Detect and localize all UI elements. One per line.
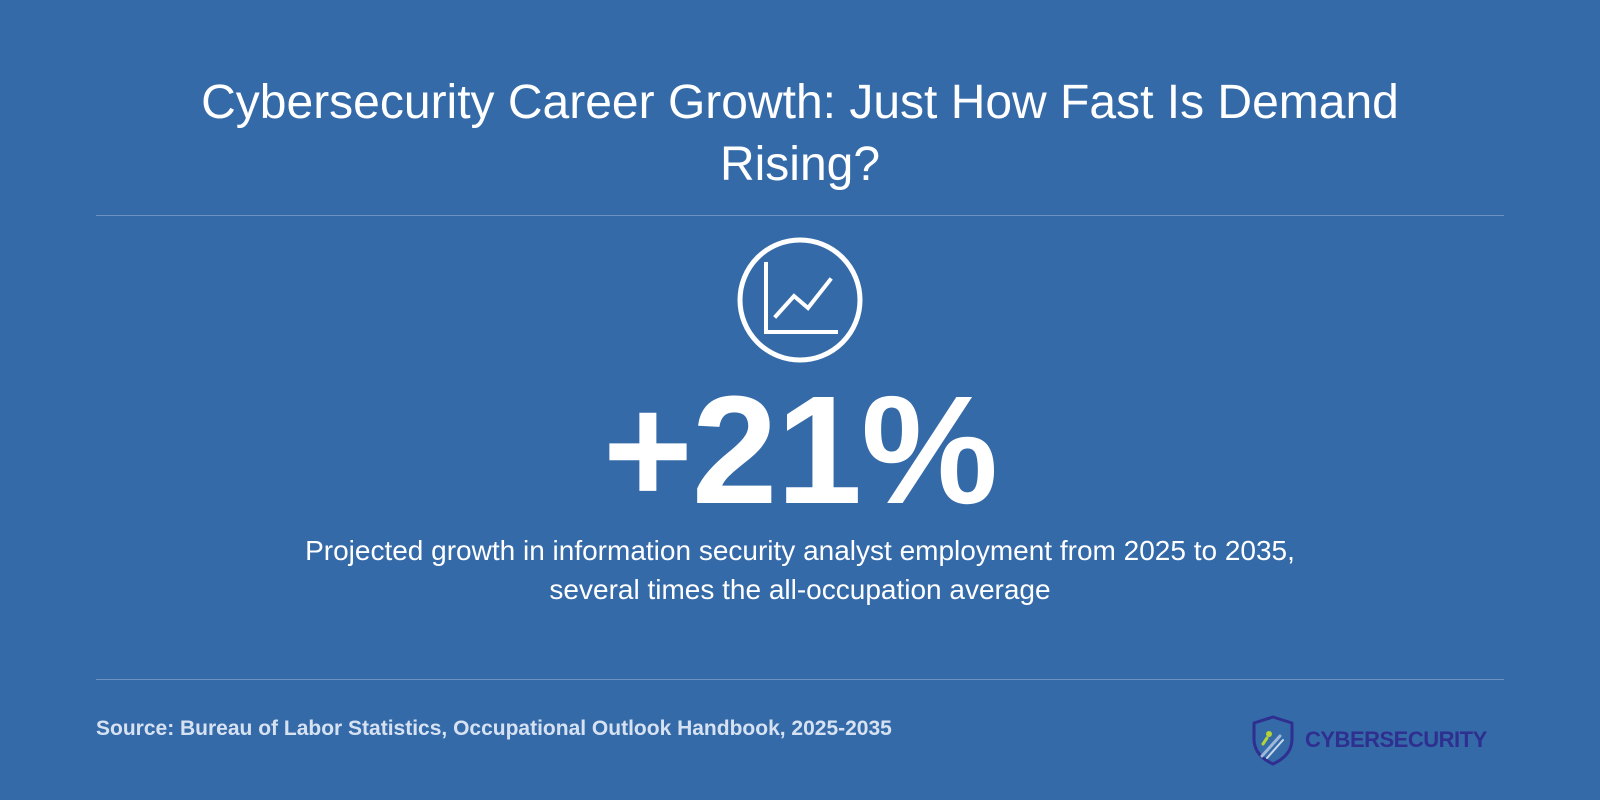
brand-name: CYBERSECURITY bbox=[1305, 727, 1487, 752]
stat-description: Projected growth in information security… bbox=[305, 535, 1295, 605]
line-chart-icon bbox=[736, 236, 864, 364]
growth-stat: +21% bbox=[602, 364, 998, 536]
page-title: Cybersecurity Career Growth: Just How Fa… bbox=[201, 76, 1399, 191]
bottom-divider bbox=[96, 679, 1504, 680]
shield-icon bbox=[1252, 715, 1294, 766]
top-divider bbox=[96, 215, 1504, 216]
brand-logo: CYBERSECURITY bbox=[1249, 714, 1487, 766]
source-note: Source: Bureau of Labor Statistics, Occu… bbox=[96, 717, 892, 740]
